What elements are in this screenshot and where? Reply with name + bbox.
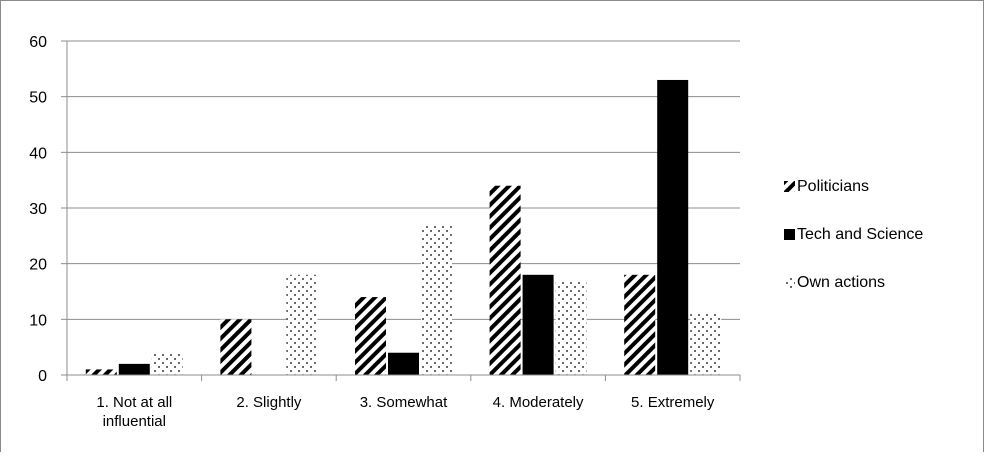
axes — [61, 40, 741, 381]
legend-label: Own actions — [797, 274, 885, 291]
legend-swatch — [784, 181, 795, 192]
legend-label: Tech and Science — [797, 226, 923, 243]
legend-label: Politicians — [797, 178, 869, 195]
y-tick-label: 30 — [29, 201, 47, 218]
bar-own-actions — [151, 352, 183, 375]
bar-politicians — [355, 297, 386, 375]
bar-tech-and-science — [118, 363, 150, 375]
x-tick-labels: 1. Not at all influential 2. Slightly 3. So… — [96, 394, 715, 430]
bar-own-actions — [555, 280, 587, 375]
bar-own-actions — [286, 274, 318, 375]
y-tick-label: 60 — [29, 34, 47, 51]
y-tick-label: 20 — [29, 257, 47, 274]
y-tick-label: 50 — [29, 90, 47, 107]
bar-tech-and-science — [657, 79, 689, 375]
bar-own-actions — [690, 313, 722, 375]
x-tick-label: 2. Slightly — [236, 394, 302, 411]
y-tick-label: 10 — [29, 312, 47, 329]
legend-swatch — [784, 277, 795, 288]
legend: Politicians Tech and Science Own actions — [784, 178, 923, 291]
bar-politicians — [624, 274, 656, 375]
bar-tech-and-science — [522, 274, 554, 375]
y-tick-label: 0 — [38, 368, 47, 385]
bar-politicians — [489, 185, 521, 375]
x-tick-label: 5. Extremely — [631, 394, 715, 411]
x-tick-label: 4. Moderately — [493, 394, 584, 411]
y-tick-label: 40 — [29, 145, 47, 162]
bar-tech-and-science — [388, 352, 419, 375]
legend-swatch — [784, 229, 795, 240]
x-tick-label: 1. Not at all influential — [96, 394, 172, 430]
y-tick-labels: 0 10 20 30 40 50 60 — [29, 34, 47, 385]
bar-politicians — [220, 319, 252, 375]
bar-politicians — [85, 369, 117, 375]
bar-own-actions — [421, 224, 452, 375]
bars — [85, 79, 722, 375]
x-tick-label: 3. Somewhat — [360, 394, 448, 411]
